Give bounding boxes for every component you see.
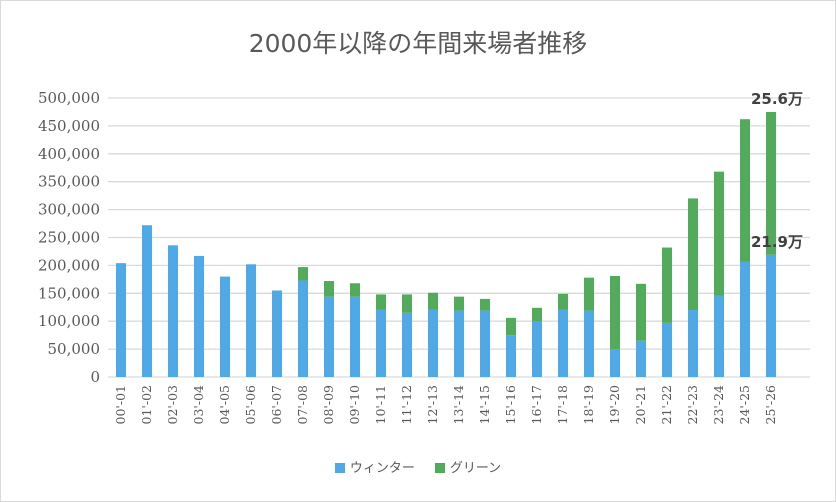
bar-green — [298, 267, 308, 281]
legend: ウィンター グリーン — [0, 457, 836, 476]
data-label: 21.9万 — [751, 233, 803, 251]
bar-green — [480, 298, 490, 311]
bar-green — [636, 283, 646, 341]
data-label: 25.6万 — [751, 90, 803, 108]
y-tick-label: 450,000 — [38, 117, 100, 135]
x-tick-label: 20'-21 — [633, 385, 648, 424]
legend-item-green: グリーン — [434, 457, 502, 476]
x-tick-label: 11'-12 — [399, 385, 414, 424]
legend-label-winter: ウィンター — [349, 461, 415, 476]
x-tick-label: 02'-03 — [165, 385, 180, 425]
y-tick-label: 100,000 — [38, 312, 100, 330]
bar-winter — [168, 245, 178, 377]
bar-green — [532, 307, 542, 322]
x-tick-label: 13'-14 — [451, 385, 466, 425]
x-tick-label: 09'-10 — [347, 385, 362, 425]
legend-swatch-winter — [334, 463, 345, 473]
x-tick-label: 12'-13 — [425, 385, 440, 425]
x-tick-label: 23'-24 — [711, 385, 726, 425]
y-tick-label: 250,000 — [38, 229, 100, 247]
bar-green — [402, 294, 412, 313]
bar-green — [506, 317, 516, 336]
bar-winter — [532, 321, 542, 377]
x-tick-label: 10'-11 — [373, 385, 388, 424]
bar-winter — [428, 309, 438, 377]
bar-green — [350, 283, 360, 297]
bar-green — [376, 294, 386, 310]
bar-winter — [506, 335, 516, 377]
bar-winter — [376, 309, 386, 377]
bar-winter — [350, 296, 360, 377]
chart-title: 2000年以降の年間来場者推移 — [248, 29, 588, 58]
bar-winter — [402, 312, 412, 377]
y-tick-label: 50,000 — [48, 340, 101, 358]
bar-winter — [194, 255, 204, 377]
y-tick-label: 200,000 — [38, 256, 100, 274]
x-tick-label: 15'-16 — [503, 385, 518, 425]
bar-winter — [116, 263, 126, 377]
x-tick-label: 05'-06 — [243, 385, 258, 425]
bar-winter — [558, 309, 568, 377]
bar-winter — [246, 264, 256, 377]
bar-winter — [324, 296, 334, 377]
bar-winter — [766, 254, 776, 377]
bar-green — [714, 171, 724, 296]
bar-green — [428, 292, 438, 310]
y-tick-label: 0 — [90, 368, 100, 386]
bar-winter — [480, 310, 490, 377]
x-tick-label: 06'-07 — [269, 385, 284, 425]
bar-green — [324, 281, 334, 297]
bar-winter — [688, 310, 698, 377]
bar-winter — [610, 349, 620, 377]
x-tick-label: 14'-15 — [477, 385, 492, 424]
x-tick-label: 21'-22 — [659, 385, 674, 424]
bar-green — [662, 247, 672, 323]
x-tick-label: 25'-26 — [763, 385, 778, 425]
x-tick-label: 01'-02 — [139, 385, 154, 424]
x-tick-label: 17'-18 — [555, 385, 570, 425]
bar-green — [584, 277, 594, 311]
legend-swatch-green — [434, 463, 445, 473]
bar-winter — [636, 340, 646, 377]
bar-winter — [142, 225, 152, 377]
bar-green — [740, 119, 750, 262]
bar-green — [688, 198, 698, 311]
x-tick-label: 22'-23 — [685, 385, 700, 425]
y-tick-label: 400,000 — [38, 145, 100, 163]
legend-item-winter: ウィンター — [334, 457, 415, 476]
bar-winter — [298, 280, 308, 377]
bar-winter — [714, 295, 724, 377]
bar-winter — [662, 322, 672, 377]
y-tick-label: 300,000 — [38, 201, 100, 219]
bar-winter — [740, 261, 750, 377]
y-tick-label: 150,000 — [38, 284, 100, 302]
legend-label-green: グリーン — [449, 461, 502, 476]
x-tick-label: 24'-25 — [737, 385, 752, 424]
x-tick-label: 16'-17 — [529, 385, 544, 425]
bar-green — [610, 276, 620, 350]
x-tick-label: 04'-05 — [217, 385, 232, 424]
x-tick-label: 07'-08 — [295, 385, 310, 425]
bar-winter — [584, 310, 594, 377]
y-tick-label: 500,000 — [38, 89, 100, 107]
bar-winter — [272, 290, 282, 377]
bar-winter — [454, 310, 464, 377]
x-tick-label: 08'-09 — [321, 385, 336, 425]
bar-green — [766, 111, 776, 255]
x-tick-label: 03'-04 — [191, 385, 206, 425]
x-tick-label: 19'-20 — [607, 385, 622, 425]
bar-green — [558, 293, 568, 310]
x-tick-label: 00'-01 — [113, 385, 128, 424]
bar-winter — [220, 276, 230, 377]
bar-green — [454, 296, 464, 311]
x-tick-label: 18'-19 — [581, 385, 596, 425]
y-tick-label: 350,000 — [38, 173, 100, 191]
